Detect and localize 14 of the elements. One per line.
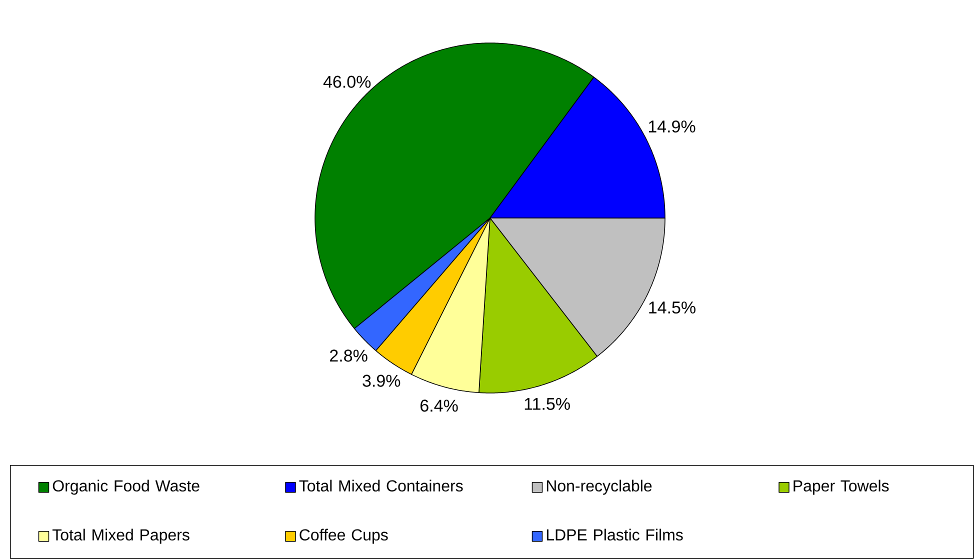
data-label: 11.5% [524,398,570,410]
data-label: 3.9% [362,374,400,387]
data-label: 2.8% [330,350,368,362]
legend-label: Total Mixed Containers [299,480,463,492]
data-label: 14.5% [649,302,696,314]
legend-label: Organic Food Waste [52,480,200,495]
data-label: 46.0% [323,76,371,88]
data-label: 14.9% [648,120,696,133]
legend-label: Paper Towels [794,480,889,495]
legend-label: Non-recyclable [546,480,652,495]
legend-label: Total Mixed Papers [52,528,190,544]
legend-label: Coffee Cups [300,528,388,544]
legend-label: LDPE Plastic Films [546,528,683,541]
data-label: 6.4% [420,400,458,412]
